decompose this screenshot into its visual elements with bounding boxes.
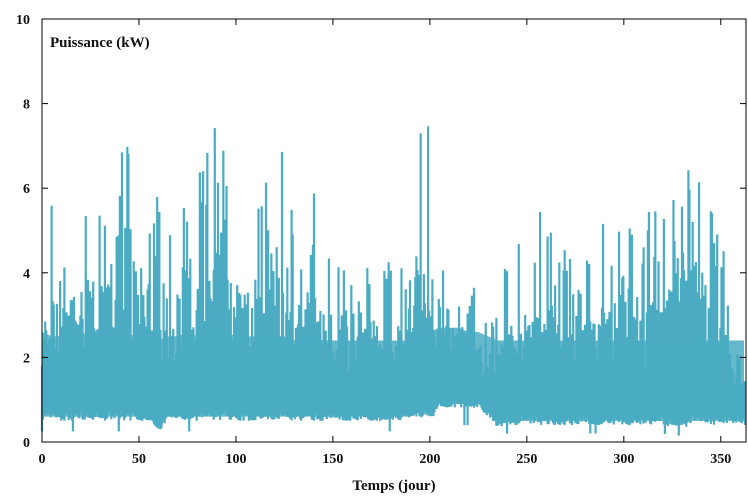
y-axis: 0 2 4 6 8 10 <box>16 13 746 451</box>
x-axis: 0 50 100 150 200 250 300 350 <box>39 19 731 467</box>
x-tick-label-250: 250 <box>516 452 537 467</box>
x-tick-label-350: 350 <box>710 452 731 467</box>
y-tick-label-0: 0 <box>23 436 30 451</box>
x-tick-label-200: 200 <box>419 452 440 467</box>
y-tick-label-8: 8 <box>23 98 30 113</box>
x-tick-label-100: 100 <box>225 452 246 467</box>
y-axis-title: Puissance (kW) <box>50 35 150 51</box>
y-tick-label-2: 2 <box>23 351 30 366</box>
x-axis-title: Temps (jour) <box>352 478 435 494</box>
x-tick-label-300: 300 <box>613 452 634 467</box>
y-tick-label-6: 6 <box>23 182 30 197</box>
x-tick-label-0: 0 <box>39 452 46 467</box>
y-tick-label-10: 10 <box>16 13 30 28</box>
power-series-core-band <box>42 327 745 430</box>
x-tick-label-150: 150 <box>322 452 343 467</box>
x-tick-label-50: 50 <box>132 452 146 467</box>
y-tick-label-4: 4 <box>23 267 30 282</box>
power-series-area <box>40 126 747 436</box>
plot-frame <box>41 18 747 443</box>
